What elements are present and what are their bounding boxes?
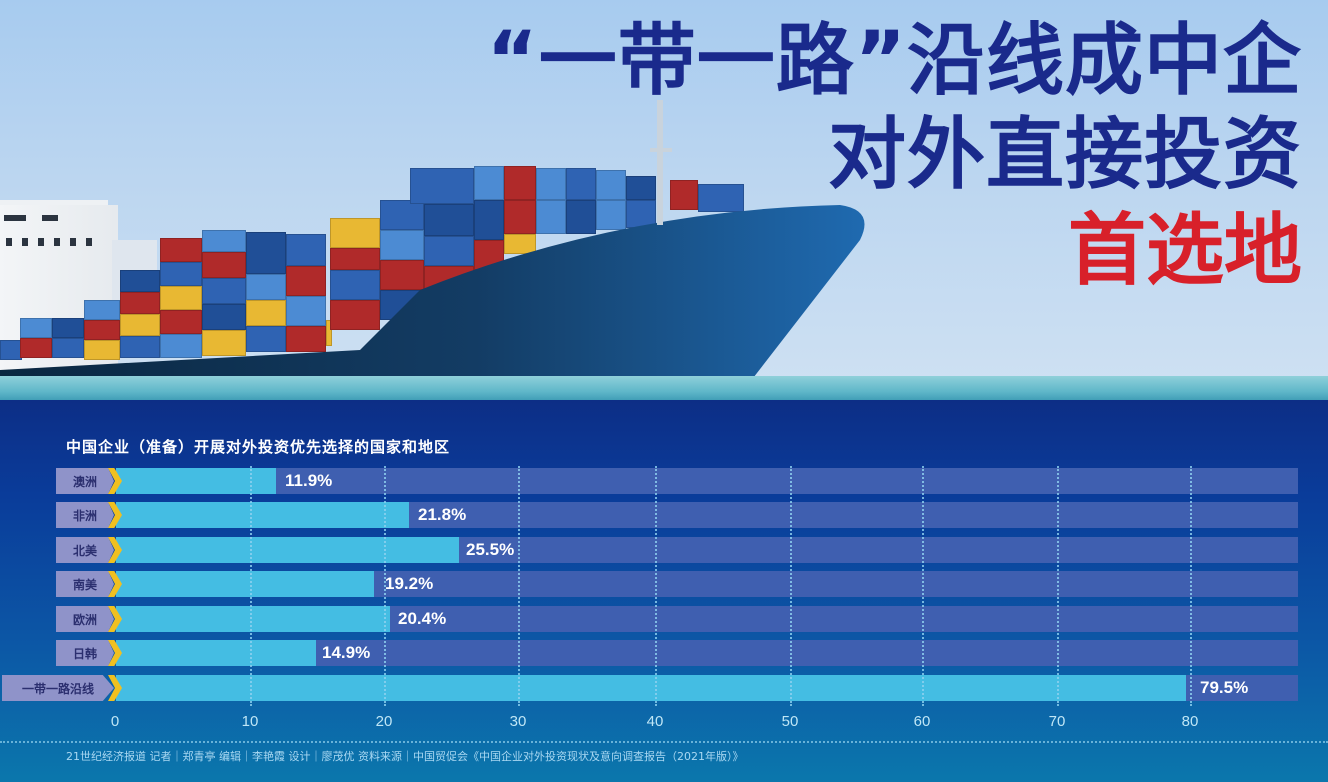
window-icon: [4, 215, 26, 221]
bar-row-north-america: 北美 25.5%: [0, 537, 1328, 563]
chart-title: 中国企业（准备）开展对外投资优先选择的国家和地区: [66, 438, 451, 456]
window-icon: [70, 238, 76, 246]
row-label-chip: 日韩: [56, 640, 114, 666]
window-icon: [38, 238, 44, 246]
x-axis-tick: 70: [1048, 713, 1066, 730]
x-axis-tick: 0: [110, 713, 120, 730]
window-icon: [86, 238, 92, 246]
gridline: [922, 466, 924, 706]
window-icon: [54, 238, 60, 246]
ship-mast: [657, 100, 663, 225]
window-icon: [22, 238, 28, 246]
x-axis-tick: 40: [646, 713, 664, 730]
bar-row-japan-korea: 日韩 14.9%: [0, 640, 1328, 666]
chart-panel: 中国企业（准备）开展对外投资优先选择的国家和地区 澳洲 11.9% 非洲 21.…: [0, 400, 1328, 782]
bar-fill: [116, 468, 276, 494]
bar-row-belt-and-road: 一带一路沿线 79.5%: [0, 675, 1328, 701]
row-label-chip: 非洲: [56, 502, 114, 528]
sea-surface: [0, 376, 1328, 400]
bar-track: [116, 468, 1298, 494]
headline-line-2: 对外直接投资: [827, 110, 1302, 200]
credits-footer: 21世纪经济报道 记者｜郑青亭 编辑｜李艳霞 设计｜廖茂优 资料来源｜中国贸促会…: [66, 750, 744, 763]
ship-mast-bar: [650, 148, 672, 152]
value-label: 11.9%: [285, 471, 333, 490]
value-label: 20.4%: [398, 609, 447, 628]
bar-row-europe: 欧洲 20.4%: [0, 606, 1328, 632]
row-label-chip: 澳洲: [56, 468, 114, 494]
value-label: 19.2%: [385, 574, 434, 593]
window-icon: [6, 238, 12, 246]
bar-fill: [116, 571, 374, 597]
gridline: [655, 466, 657, 706]
value-label: 79.5%: [1200, 678, 1249, 697]
row-label-chip: 北美: [56, 537, 114, 563]
container-stack: [0, 0, 760, 400]
hero-illustration: “一带一路”沿线成中企 对外直接投资 首选地: [0, 0, 1328, 400]
x-axis-tick: 50: [781, 713, 799, 730]
value-label: 25.5%: [466, 540, 515, 559]
gridline: [1057, 466, 1059, 706]
x-axis-tick: 60: [913, 713, 931, 730]
value-label: 14.9%: [322, 643, 371, 662]
headline-line-1: “一带一路”沿线成中企: [486, 16, 1302, 106]
gridline: [518, 466, 520, 706]
row-label-chip: 欧洲: [56, 606, 114, 632]
bar-fill: [116, 640, 316, 666]
window-icon: [42, 215, 58, 221]
gridline: [250, 466, 252, 706]
bar-row-africa: 非洲 21.8%: [0, 502, 1328, 528]
bar-fill: [116, 606, 390, 632]
x-axis-tick: 80: [1181, 713, 1199, 730]
gridline: [384, 466, 386, 706]
footer-divider: [0, 741, 1328, 743]
x-axis-tick: 10: [241, 713, 259, 730]
headline-line-3: 首选地: [1067, 206, 1302, 296]
gridline: [1190, 466, 1192, 706]
value-label: 21.8%: [418, 505, 467, 524]
bar-fill: [116, 537, 459, 563]
bar-row-south-america: 南美 19.2%: [0, 571, 1328, 597]
gridline: [790, 466, 792, 706]
bar-fill: [116, 502, 409, 528]
headline: “一带一路”沿线成中企 对外直接投资 首选地: [486, 22, 1302, 290]
bar-fill: [116, 675, 1186, 701]
x-axis-tick: 30: [509, 713, 527, 730]
x-axis-tick: 20: [375, 713, 393, 730]
bar-row-australia: 澳洲 11.9%: [0, 468, 1328, 494]
row-label-chip: 南美: [56, 571, 114, 597]
row-label-chip: 一带一路沿线: [2, 675, 114, 701]
